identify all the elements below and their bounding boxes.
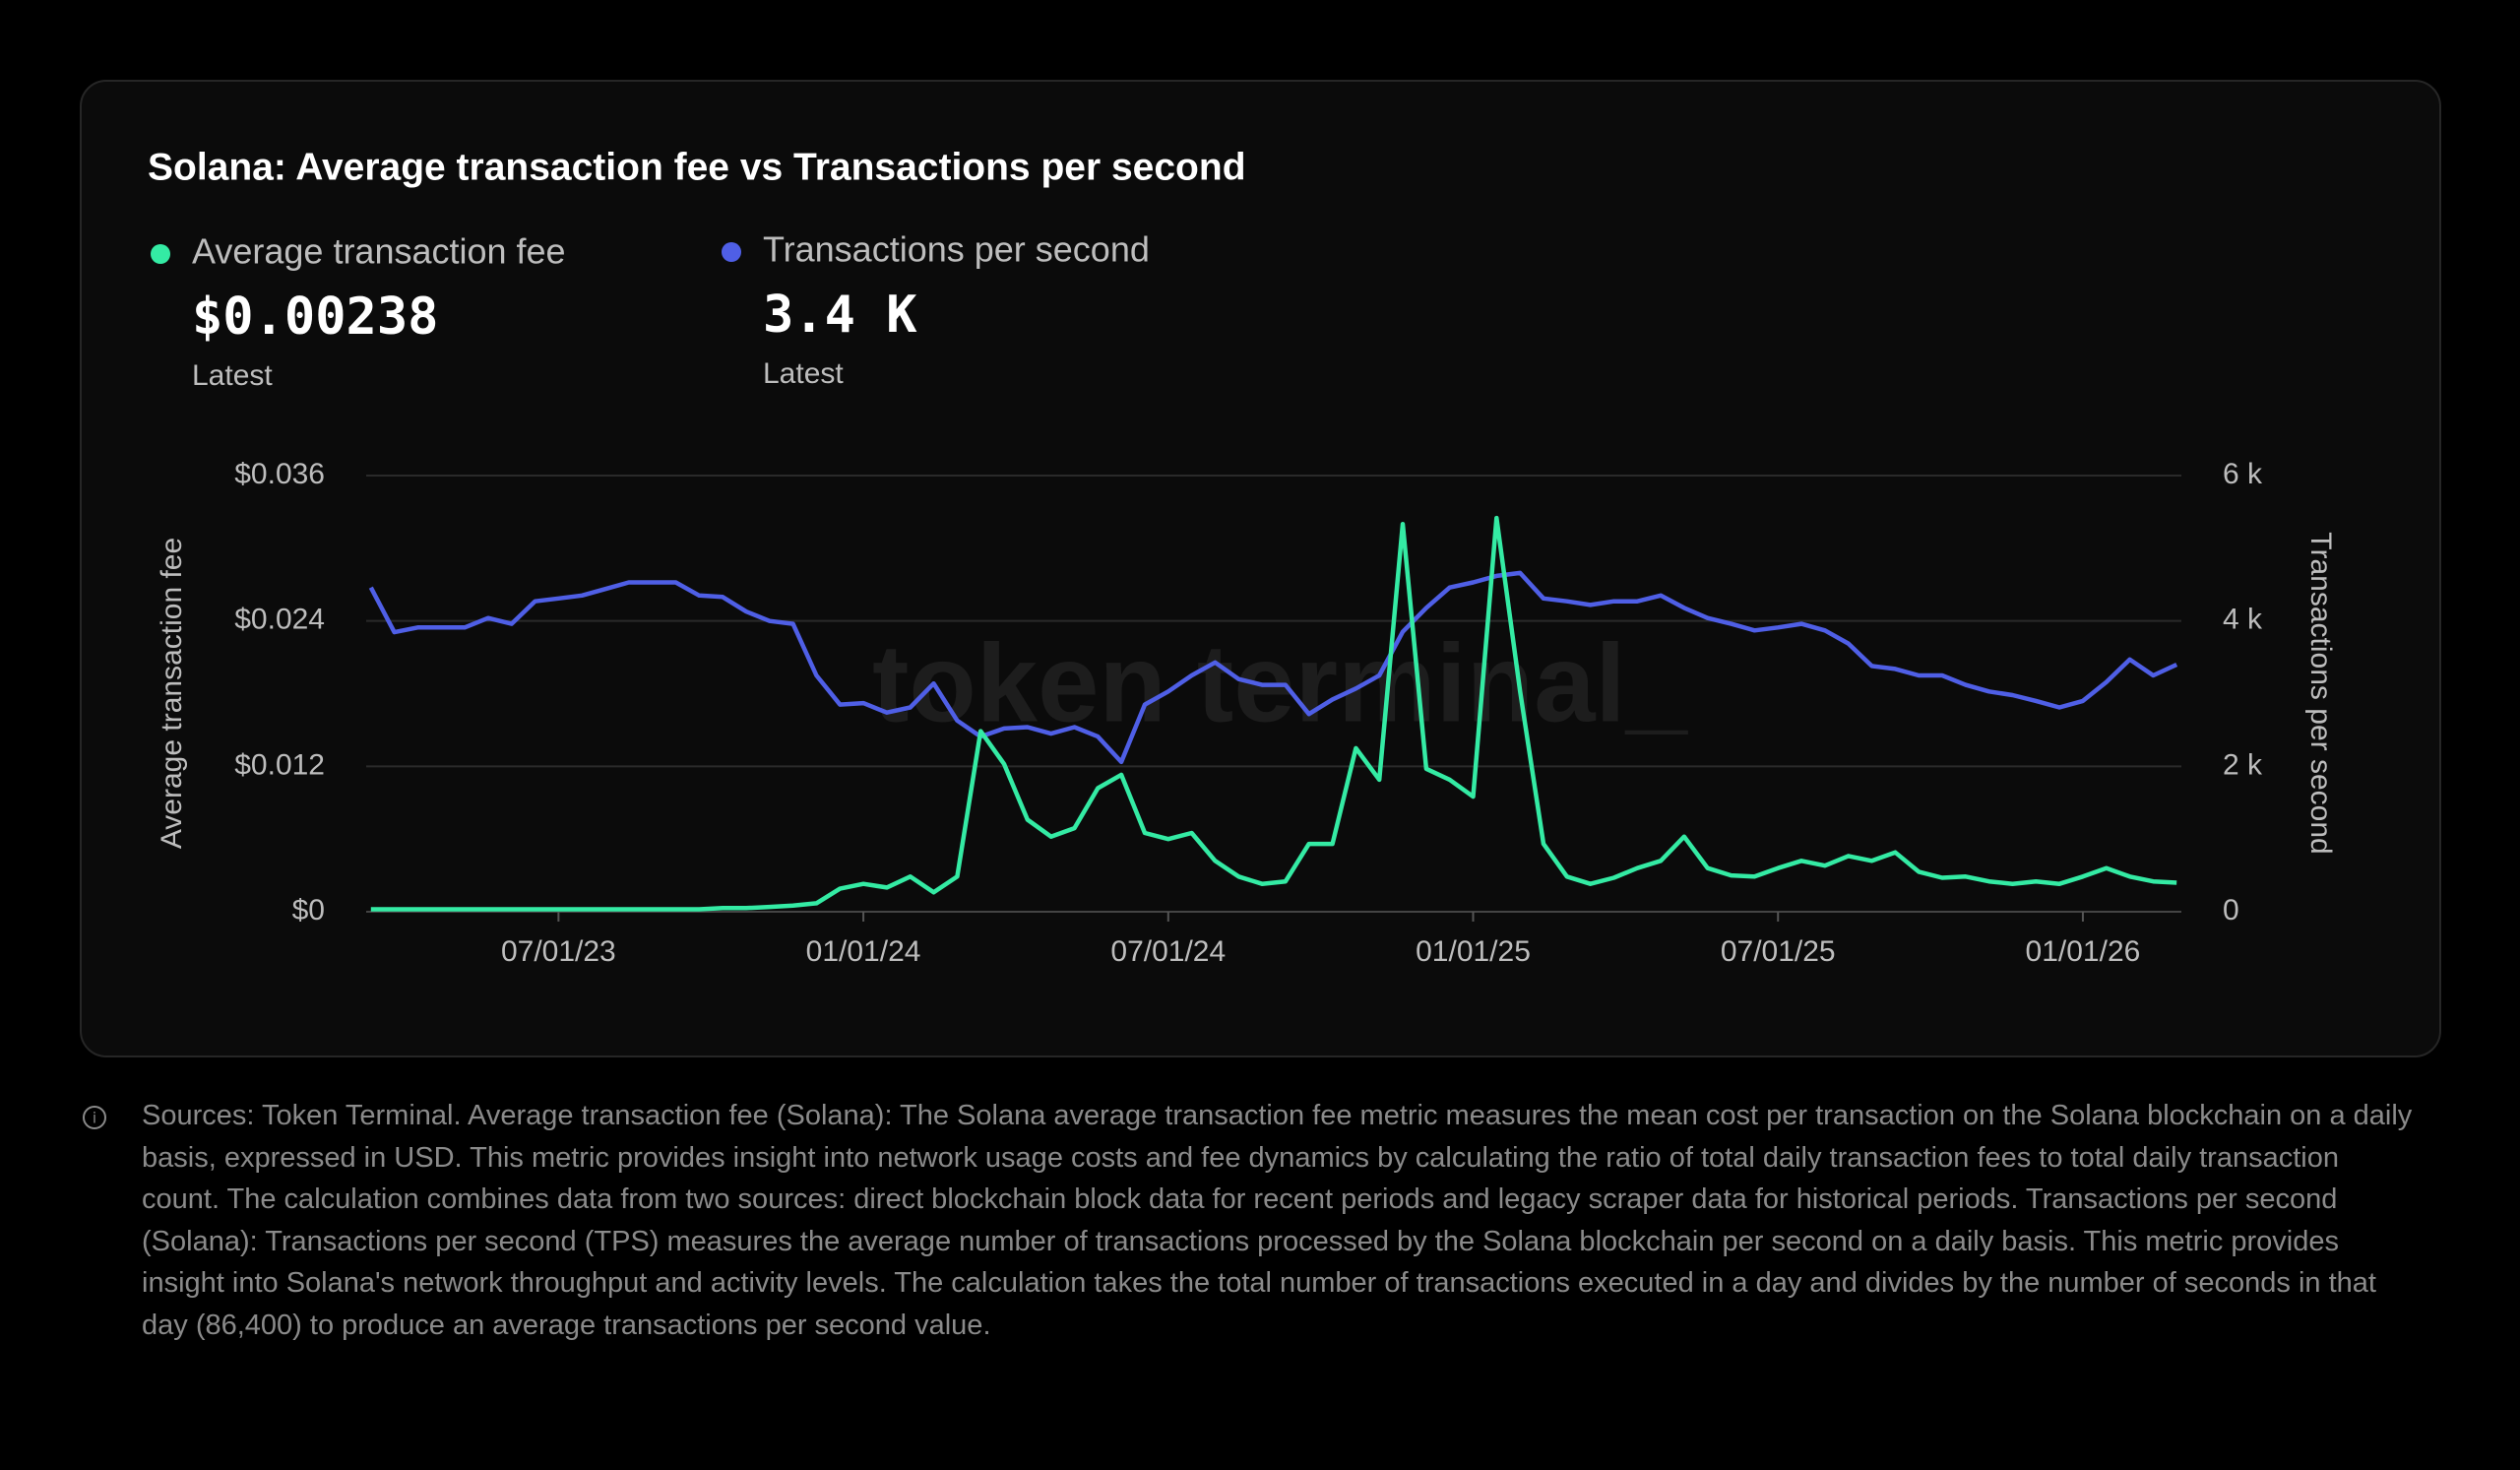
x-tick-label: 01/01/26: [2026, 935, 2141, 968]
x-tick-label: 01/01/24: [806, 935, 921, 968]
y-tick-label: $0: [292, 894, 325, 927]
y2-tick-label: 6 k: [2223, 458, 2263, 490]
info-icon-i: i: [93, 1110, 96, 1127]
x-tick-label: 07/01/24: [1110, 935, 1226, 968]
latest-value: 3.4 K: [763, 286, 917, 345]
y2-tick-label: 2 k: [2223, 748, 2263, 781]
y-tick-label: $0.024: [234, 604, 325, 636]
chart-title: Solana: Average transaction fee vs Trans…: [148, 146, 1246, 188]
legend-dot: [722, 242, 741, 262]
x-tick-label: 07/01/23: [501, 935, 616, 968]
info-icon: [83, 1106, 106, 1129]
y2-axis-label: Transactions per second: [2304, 532, 2337, 854]
latest-caption: Latest: [192, 359, 273, 392]
legend-label: Average transaction fee: [192, 231, 566, 272]
footnote: Sources: Token Terminal. Average transac…: [142, 1100, 2413, 1341]
y2-tick-label: 0: [2223, 894, 2239, 927]
y2-tick-label: 4 k: [2223, 604, 2263, 636]
y-tick-label: $0.036: [234, 458, 325, 490]
latest-value: $0.00238: [192, 288, 438, 347]
card: [80, 80, 2441, 1057]
series-line: [370, 515, 2177, 912]
x-tick-label: 01/01/25: [1416, 935, 1531, 968]
y-axis-label: Average transaction fee: [156, 538, 188, 849]
series-line: [368, 570, 2178, 765]
y-tick-label: $0.012: [234, 748, 325, 781]
latest-caption: Latest: [763, 357, 844, 390]
x-tick-label: 07/01/25: [1721, 935, 1836, 968]
legend-label: Transactions per second: [763, 229, 1150, 270]
legend-dot: [151, 244, 170, 264]
